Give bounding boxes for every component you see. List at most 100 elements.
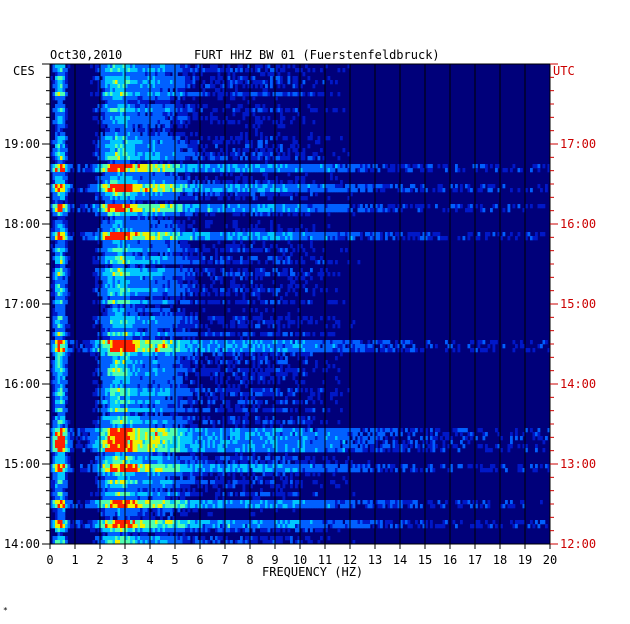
spectrogram-cell [122, 332, 126, 337]
spectrogram-cell [492, 204, 496, 209]
spectrogram-cell [100, 196, 103, 201]
spectrogram-cell [215, 316, 218, 321]
spectrogram-cell [192, 188, 196, 193]
spectrogram-cell [220, 84, 223, 89]
spectrogram-cell [112, 340, 116, 345]
spectrogram-cell [167, 76, 171, 81]
spectrogram-cell [255, 184, 258, 189]
spectrogram-cell [202, 232, 206, 237]
spectrogram-cell [232, 148, 236, 153]
spectrogram-cell [287, 240, 291, 245]
spectrogram-cell [292, 288, 296, 293]
spectrogram-cell [147, 92, 151, 97]
spectrogram-cell [197, 232, 201, 237]
spectrogram-cell [252, 292, 256, 297]
spectrogram-cell [140, 288, 143, 293]
spectrogram-cell [142, 252, 146, 257]
spectrogram-cell [130, 276, 133, 281]
spectrogram-cell [172, 80, 176, 85]
spectrogram-cell [100, 288, 103, 293]
spectrogram-cell [130, 296, 133, 301]
spectrogram-cell [257, 92, 261, 97]
spectrogram-cell [302, 80, 306, 85]
spectrogram-cell [150, 68, 153, 73]
spectrogram-cell [62, 112, 66, 117]
spectrogram-cell [145, 220, 148, 225]
spectrogram-cell [112, 256, 116, 261]
spectrogram-cell [112, 116, 116, 121]
spectrogram-cell [170, 236, 173, 241]
spectrogram-cell [125, 208, 128, 213]
spectrogram-cell [170, 196, 173, 201]
spectrogram-cell [57, 336, 61, 341]
spectrogram-cell [240, 192, 243, 197]
spectrogram-cell [177, 88, 181, 93]
spectrogram-cell [292, 272, 296, 277]
spectrogram-cell [205, 236, 208, 241]
spectrogram-cell [270, 300, 273, 305]
spectrogram-cell [57, 160, 61, 165]
spectrogram-cell [57, 176, 61, 181]
spectrogram-cell [375, 184, 378, 189]
spectrogram-cell [147, 252, 151, 257]
spectrogram-cell [50, 164, 53, 169]
spectrogram-cell [100, 188, 103, 193]
spectrogram-cell [140, 320, 143, 325]
spectrogram-cell [337, 208, 341, 213]
spectrogram-cell [172, 192, 176, 197]
spectrogram-cell [82, 236, 86, 241]
spectrogram-cell [112, 236, 116, 241]
spectrogram-cell [127, 304, 131, 309]
spectrogram-cell [230, 184, 233, 189]
spectrogram-cell [62, 304, 66, 309]
spectrogram-cell [290, 236, 293, 241]
spectrogram-cell [135, 184, 138, 189]
spectrogram-cell [190, 152, 193, 157]
spectrogram-cell [120, 312, 123, 317]
spectrogram-cell [87, 184, 91, 189]
spectrogram-cell [175, 320, 178, 325]
spectrogram-cell [120, 132, 123, 137]
spectrogram-cell [235, 316, 238, 321]
spectrogram-cell [267, 236, 271, 241]
spectrogram-cell [60, 88, 63, 93]
spectrogram-cell [115, 288, 118, 293]
spectrogram-cell [205, 164, 208, 169]
spectrogram-cell [387, 208, 391, 213]
spectrogram-cell [150, 156, 153, 161]
spectrogram-cell [202, 180, 206, 185]
spectrogram-cell [57, 296, 61, 301]
spectrogram-cell [302, 208, 306, 213]
spectrogram-cell [275, 236, 278, 241]
spectrogram-cell [185, 276, 188, 281]
spectrogram-cell [152, 252, 156, 257]
spectrogram-cell [110, 184, 113, 189]
spectrogram-cell [92, 260, 96, 265]
spectrogram-cell [160, 88, 163, 93]
spectrogram-cell [137, 296, 141, 301]
spectrogram-cell [190, 212, 193, 217]
spectrogram-cell [310, 92, 313, 97]
spectrogram-cell [315, 232, 318, 237]
spectrogram-cell [160, 156, 163, 161]
spectrogram-cell [132, 200, 136, 205]
spectrogram-cell [172, 172, 176, 177]
spectrogram-cell [112, 292, 116, 297]
spectrogram-cell [112, 216, 116, 221]
spectrogram-cell [262, 180, 266, 185]
spectrogram-cell [272, 188, 276, 193]
spectrogram-cell [97, 104, 101, 109]
spectrogram-cell [165, 140, 168, 145]
spectrogram-cell [112, 188, 116, 193]
spectrogram-cell [220, 232, 223, 237]
spectrogram-cell [122, 180, 126, 185]
spectrogram-cell [270, 236, 273, 241]
spectrogram-cell [240, 336, 243, 341]
spectrogram-cell [65, 176, 68, 181]
spectrogram-cell [152, 312, 156, 317]
spectrogram-cell [160, 272, 163, 277]
spectrogram-cell [225, 144, 228, 149]
spectrogram-cell [105, 300, 108, 305]
spectrogram-cell [312, 156, 316, 161]
spectrogram-cell [232, 240, 236, 245]
